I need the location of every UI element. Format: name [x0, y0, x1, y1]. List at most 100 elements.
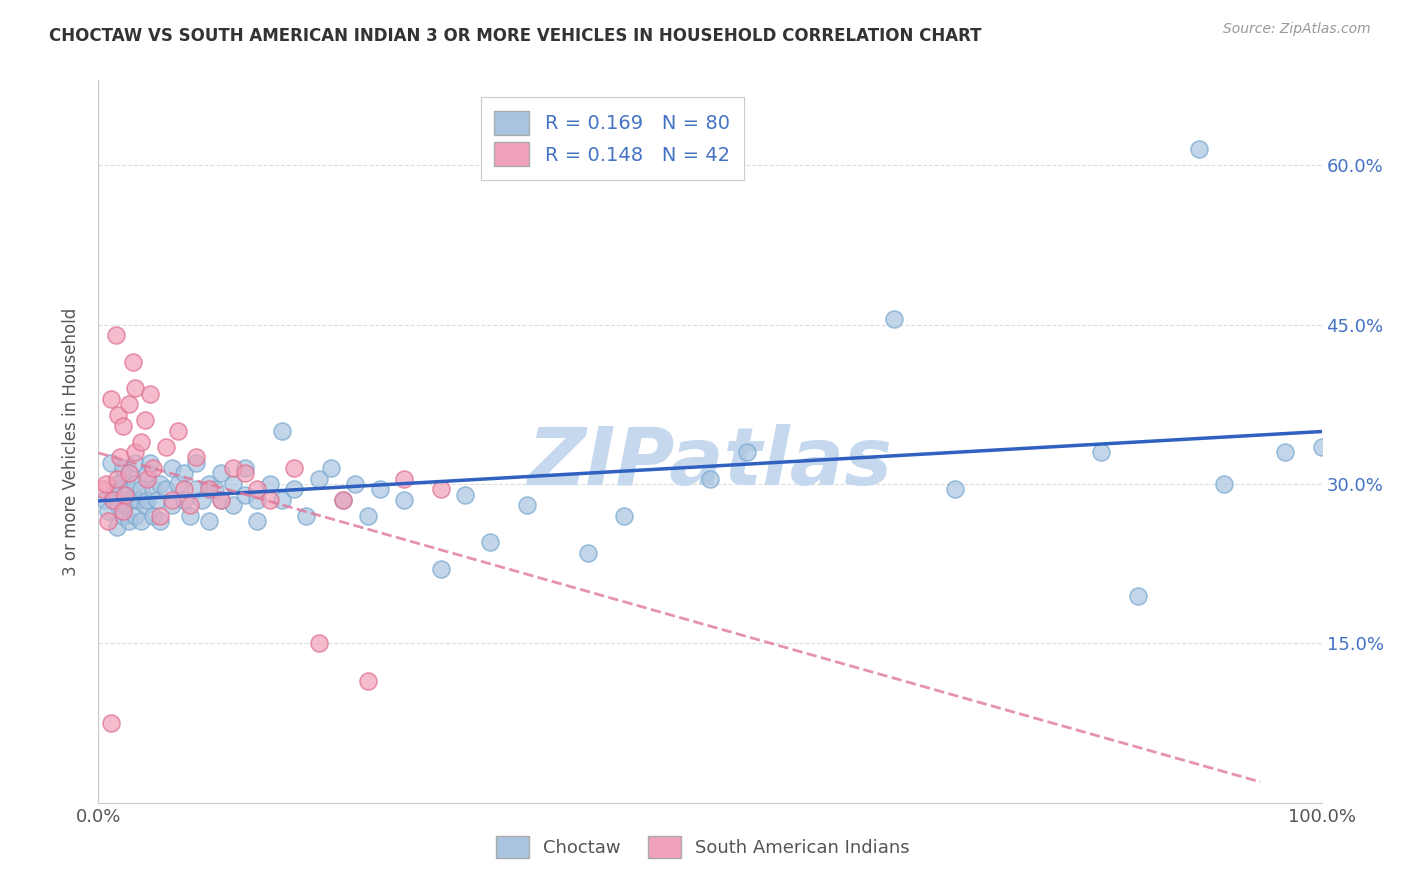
Point [295, 508, 318, 523]
Point [1274, 445, 1296, 459]
Point [94, 477, 117, 491]
Point [142, 483, 165, 497]
Point [124, 445, 146, 459]
Point [114, 498, 136, 512]
Point [107, 408, 129, 422]
Point [173, 467, 195, 481]
Point [454, 488, 477, 502]
Point [124, 477, 146, 491]
Point [191, 493, 214, 508]
Point [308, 636, 330, 650]
Y-axis label: 3 or more Vehicles in Household: 3 or more Vehicles in Household [62, 308, 80, 575]
Point [129, 514, 152, 528]
Point [160, 498, 183, 512]
Legend: Choctaw, South American Indians: Choctaw, South American Indians [489, 829, 917, 865]
Point [233, 488, 256, 502]
Point [368, 483, 391, 497]
Point [107, 498, 129, 512]
Point [142, 461, 165, 475]
Point [246, 483, 269, 497]
Point [134, 498, 156, 512]
Point [344, 477, 367, 491]
Point [100, 392, 122, 406]
Point [91, 483, 114, 497]
Point [111, 461, 134, 475]
Point [104, 328, 127, 343]
Point [197, 483, 219, 497]
Point [186, 483, 208, 497]
Point [222, 477, 245, 491]
Point [233, 467, 256, 481]
Point [118, 397, 141, 411]
Point [576, 546, 599, 560]
Point [146, 493, 169, 508]
Point [179, 498, 201, 512]
Point [111, 503, 134, 517]
Point [173, 483, 195, 497]
Point [392, 472, 416, 486]
Point [283, 461, 305, 475]
Point [97, 514, 120, 528]
Point [332, 493, 354, 508]
Legend: R = 0.169   N = 80, R = 0.148   N = 42: R = 0.169 N = 80, R = 0.148 N = 42 [481, 97, 744, 179]
Point [735, 445, 758, 459]
Point [1128, 589, 1150, 603]
Point [430, 483, 453, 497]
Point [222, 461, 245, 475]
Point [883, 312, 905, 326]
Point [124, 508, 146, 523]
Point [430, 562, 453, 576]
Point [943, 483, 966, 497]
Point [136, 467, 159, 481]
Point [259, 477, 281, 491]
Point [93, 493, 115, 508]
Point [127, 493, 149, 508]
Point [155, 483, 177, 497]
Point [478, 535, 501, 549]
Point [209, 493, 232, 508]
Point [101, 488, 124, 502]
Point [233, 461, 256, 475]
Point [699, 472, 721, 486]
Point [129, 434, 152, 449]
Point [167, 424, 190, 438]
Point [124, 456, 146, 470]
Point [246, 493, 269, 508]
Point [186, 450, 208, 465]
Point [283, 483, 305, 497]
Point [209, 493, 232, 508]
Point [149, 477, 172, 491]
Point [101, 493, 124, 508]
Point [204, 483, 226, 497]
Point [515, 498, 537, 512]
Point [259, 493, 281, 508]
Point [160, 493, 183, 508]
Point [173, 493, 195, 508]
Point [129, 483, 152, 497]
Point [118, 514, 141, 528]
Point [118, 483, 141, 497]
Point [179, 508, 201, 523]
Point [186, 456, 208, 470]
Point [197, 514, 219, 528]
Point [613, 508, 636, 523]
Point [197, 477, 219, 491]
Point [114, 488, 136, 502]
Point [136, 493, 159, 508]
Point [356, 673, 378, 688]
Point [139, 456, 162, 470]
Point [392, 493, 416, 508]
Point [167, 477, 190, 491]
Point [149, 508, 172, 523]
Point [100, 716, 122, 731]
Point [105, 519, 128, 533]
Text: CHOCTAW VS SOUTH AMERICAN INDIAN 3 OR MORE VEHICLES IN HOUSEHOLD CORRELATION CHA: CHOCTAW VS SOUTH AMERICAN INDIAN 3 OR MO… [49, 27, 981, 45]
Point [134, 413, 156, 427]
Point [209, 467, 232, 481]
Point [308, 472, 330, 486]
Point [111, 472, 134, 486]
Point [110, 483, 132, 497]
Point [110, 450, 132, 465]
Point [118, 467, 141, 481]
Point [155, 440, 177, 454]
